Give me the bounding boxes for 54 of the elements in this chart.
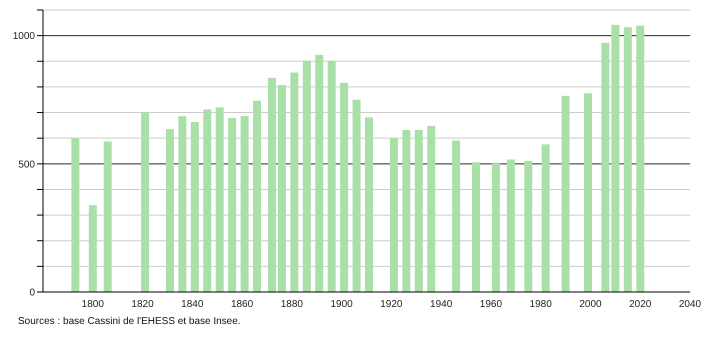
bar [141, 112, 150, 292]
bar [216, 107, 224, 292]
bar [611, 24, 620, 292]
x-tick-label: 1980 [530, 299, 552, 310]
x-tick-label: 1900 [330, 299, 354, 310]
bar [88, 205, 97, 292]
bar [472, 162, 480, 292]
bar [302, 60, 311, 292]
bar [278, 85, 286, 292]
bar [414, 130, 423, 292]
source-note: Sources : base Cassini de l'EHESS et base Insee. [18, 316, 242, 327]
bar [506, 159, 515, 292]
bar [365, 117, 374, 292]
y-tick-label: 0 [29, 288, 36, 299]
bar [228, 118, 236, 292]
bar [253, 100, 262, 292]
bar [104, 142, 112, 292]
bar [352, 100, 361, 292]
x-tick-label: 2000 [579, 299, 602, 310]
x-tick-label: 1800 [82, 299, 104, 310]
bar [71, 138, 80, 292]
bar [492, 162, 500, 292]
bar [268, 78, 276, 292]
bar [203, 109, 212, 292]
x-tick-label: 1960 [480, 299, 502, 310]
x-tick-label: 1920 [380, 299, 403, 310]
bar [166, 129, 174, 292]
bar [562, 96, 570, 292]
bar [290, 72, 298, 292]
bar [402, 130, 410, 292]
bar [452, 140, 460, 292]
bar [340, 82, 348, 292]
bar [624, 27, 632, 292]
y-tick-label: 1000 [12, 31, 36, 42]
x-tick-label: 1860 [230, 299, 254, 310]
bar [328, 60, 336, 292]
bar [524, 161, 532, 292]
x-tick-label: 1820 [131, 299, 154, 310]
bar [315, 54, 324, 292]
bar [427, 126, 436, 292]
bar [542, 144, 550, 292]
x-tick-label: 2040 [678, 299, 702, 310]
bar [240, 116, 249, 292]
x-tick-label: 1880 [280, 299, 304, 310]
bar [390, 138, 398, 292]
x-tick-label: 1940 [430, 299, 453, 310]
x-tick-label: 2020 [629, 299, 652, 310]
bar [636, 26, 644, 292]
bar [601, 42, 610, 292]
bar [584, 93, 592, 292]
bar [178, 116, 186, 292]
y-tick-label: 500 [18, 159, 36, 170]
x-tick-label: 1840 [181, 299, 204, 310]
bar [190, 122, 199, 292]
